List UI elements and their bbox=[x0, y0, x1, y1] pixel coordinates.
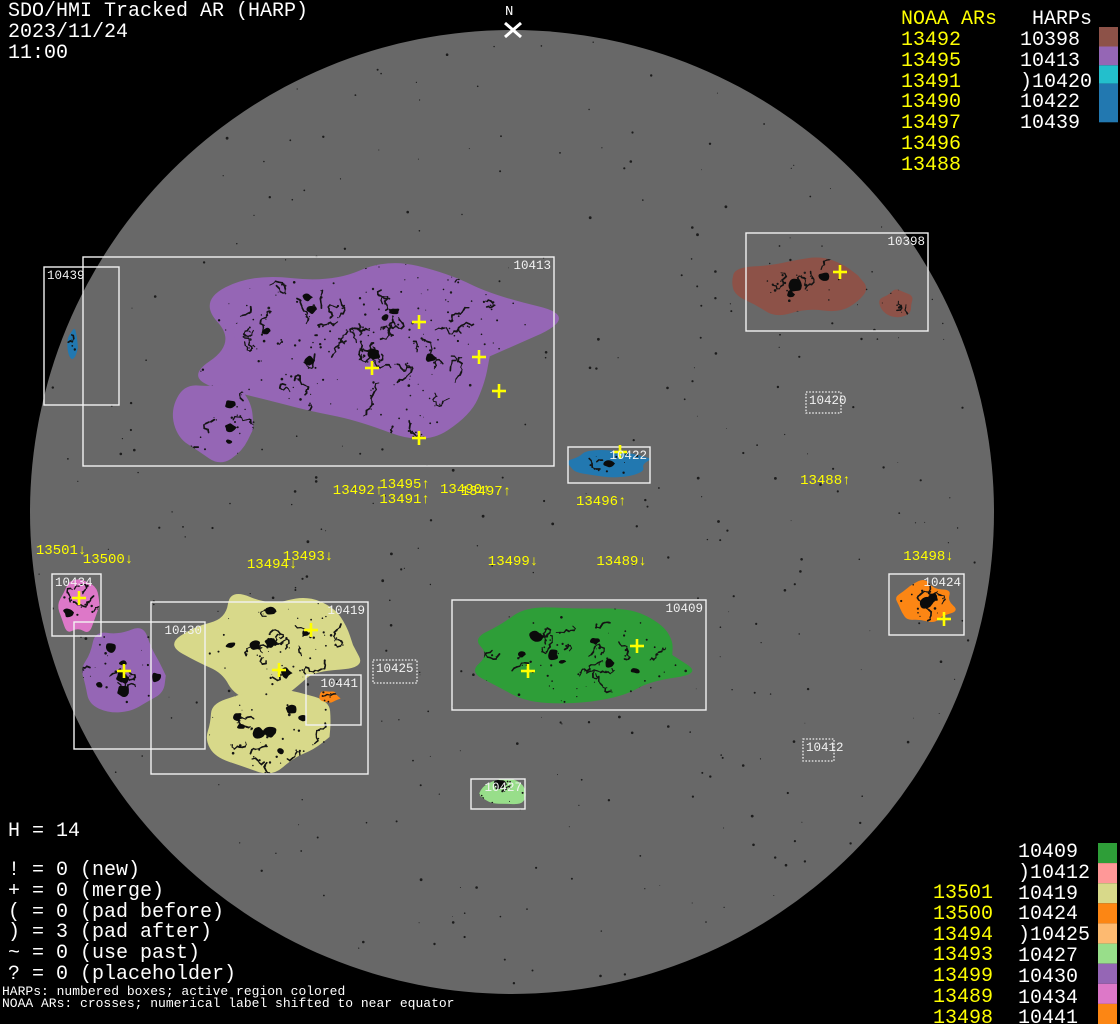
svg-text:10398: 10398 bbox=[887, 235, 925, 249]
svg-text:10425: 10425 bbox=[376, 662, 414, 676]
svg-text:10419: 10419 bbox=[327, 604, 365, 618]
svg-text:10409: 10409 bbox=[665, 602, 703, 616]
svg-text:10424: 10424 bbox=[923, 576, 961, 590]
svg-text:10441: 10441 bbox=[320, 677, 358, 691]
svg-text:10427: 10427 bbox=[484, 781, 522, 795]
svg-text:10420: 10420 bbox=[809, 394, 847, 408]
svg-text:10422: 10422 bbox=[609, 449, 647, 463]
svg-text:10413: 10413 bbox=[513, 259, 551, 273]
svg-text:10430: 10430 bbox=[164, 624, 202, 638]
svg-text:10434: 10434 bbox=[55, 576, 93, 590]
svg-text:10412: 10412 bbox=[806, 741, 844, 755]
svg-text:10439: 10439 bbox=[47, 269, 85, 283]
